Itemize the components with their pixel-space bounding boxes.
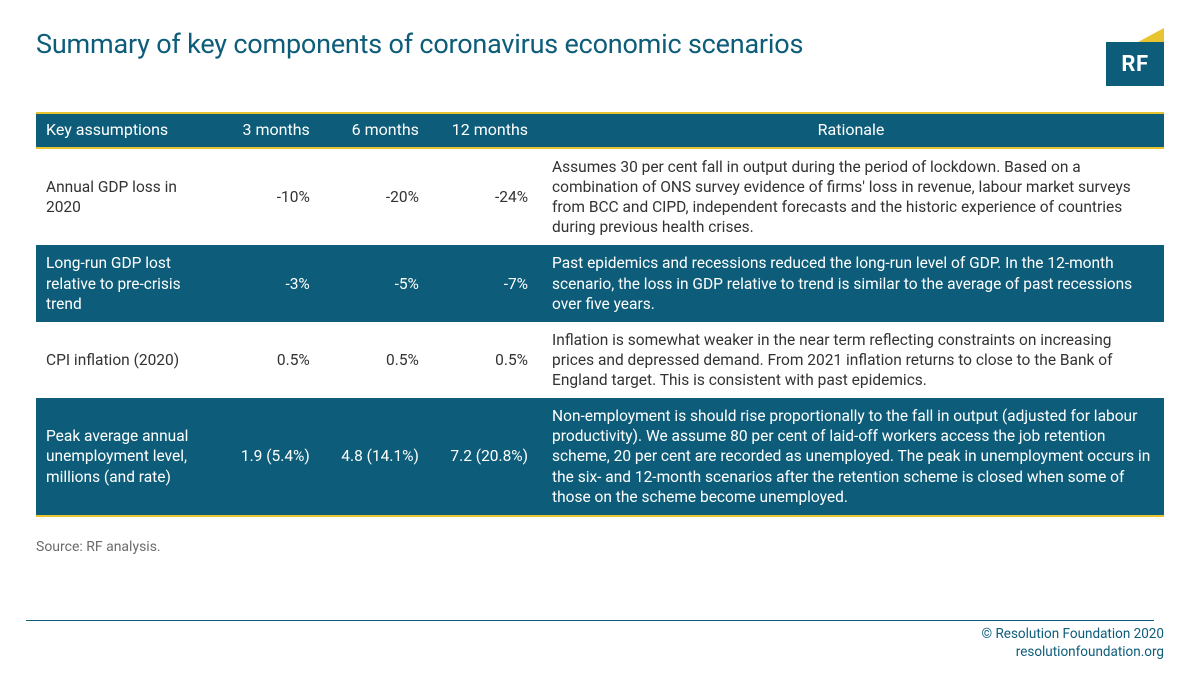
cell-3m: -3%	[220, 245, 319, 321]
col-rationale: Rationale	[538, 113, 1164, 148]
footer: © Resolution Foundation 2020 resolutionf…	[982, 620, 1164, 661]
col-12-months: 12 months	[429, 113, 538, 148]
cell-label: CPI inflation (2020)	[36, 322, 220, 398]
col-key-assumptions: Key assumptions	[36, 113, 220, 148]
table-row: Long-run GDP lost relative to pre-crisis…	[36, 245, 1164, 321]
cell-12m: -7%	[429, 245, 538, 321]
cell-rationale: Past epidemics and recessions reduced th…	[538, 245, 1164, 321]
cell-rationale: Inflation is somewhat weaker in the near…	[538, 322, 1164, 398]
cell-6m: 4.8 (14.1%)	[320, 398, 429, 516]
cell-label: Annual GDP loss in 2020	[36, 148, 220, 246]
table-row: Annual GDP loss in 2020 -10% -20% -24% A…	[36, 148, 1164, 246]
cell-6m: -5%	[320, 245, 429, 321]
table-row: CPI inflation (2020) 0.5% 0.5% 0.5% Infl…	[36, 322, 1164, 398]
scenarios-table: Key assumptions 3 months 6 months 12 mon…	[36, 112, 1164, 517]
cell-12m: 7.2 (20.8%)	[429, 398, 538, 516]
cell-rationale: Non-employment is should rise proportion…	[538, 398, 1164, 516]
cell-6m: -20%	[320, 148, 429, 246]
cell-12m: 0.5%	[429, 322, 538, 398]
cell-label: Peak average annual unemployment level, …	[36, 398, 220, 516]
cell-rationale: Assumes 30 per cent fall in output durin…	[538, 148, 1164, 246]
footer-site: resolutionfoundation.org	[982, 643, 1164, 661]
logo-box: RF	[1106, 42, 1164, 86]
cell-3m: -10%	[220, 148, 319, 246]
page-title: Summary of key components of coronavirus…	[36, 28, 803, 60]
header: Summary of key components of coronavirus…	[36, 28, 1164, 86]
rf-logo: RF	[1106, 28, 1164, 86]
cell-3m: 1.9 (5.4%)	[220, 398, 319, 516]
logo-accent-triangle	[1138, 28, 1164, 42]
cell-12m: -24%	[429, 148, 538, 246]
table-header: Key assumptions 3 months 6 months 12 mon…	[36, 113, 1164, 148]
col-3-months: 3 months	[220, 113, 319, 148]
cell-label: Long-run GDP lost relative to pre-crisis…	[36, 245, 220, 321]
source-line: Source: RF analysis.	[36, 539, 1164, 555]
cell-6m: 0.5%	[320, 322, 429, 398]
footer-copyright: © Resolution Foundation 2020	[982, 625, 1164, 643]
footer-rule	[26, 620, 1154, 621]
col-6-months: 6 months	[320, 113, 429, 148]
table-body: Annual GDP loss in 2020 -10% -20% -24% A…	[36, 148, 1164, 516]
table-row: Peak average annual unemployment level, …	[36, 398, 1164, 516]
cell-3m: 0.5%	[220, 322, 319, 398]
